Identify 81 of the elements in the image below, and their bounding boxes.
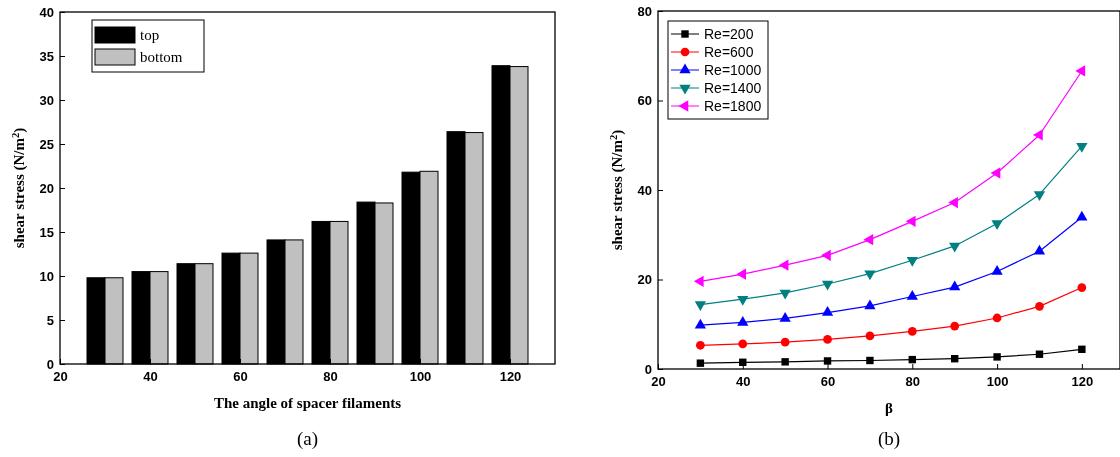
y-tick-label: 0 (644, 361, 652, 377)
point (991, 220, 1003, 231)
point (1033, 191, 1046, 201)
text: (a) (296, 428, 319, 450)
point (949, 242, 961, 253)
point (1078, 345, 1086, 354)
point (736, 268, 747, 280)
point (821, 280, 834, 291)
x-tick-label: 40 (736, 374, 751, 390)
point (990, 167, 1001, 179)
x-tick-label: 120 (1071, 374, 1094, 390)
point (863, 234, 874, 246)
point (780, 337, 790, 347)
point (993, 353, 1001, 361)
point (905, 215, 916, 227)
y-tick-label: 40 (637, 182, 652, 198)
point (864, 270, 876, 281)
legend-label: Re=1800 (704, 98, 762, 114)
legend-label: bottom (140, 49, 183, 65)
point (1035, 301, 1044, 311)
x-tick-label: 60 (820, 374, 836, 390)
point (778, 259, 789, 271)
text: (b) (877, 428, 901, 450)
x-axis-title: β (885, 400, 894, 416)
point (696, 359, 705, 367)
point (779, 311, 791, 322)
point (738, 339, 748, 349)
point (1033, 244, 1046, 255)
point (693, 275, 704, 287)
point (906, 257, 918, 267)
point (864, 299, 876, 310)
point (992, 313, 1002, 323)
y-tick-label: 40 (39, 4, 54, 20)
x-tick-label: 100 (986, 374, 1009, 390)
y-tick-label: 60 (637, 93, 652, 109)
point (907, 327, 917, 336)
y-tick-label: 15 (39, 224, 54, 240)
point (821, 306, 834, 316)
legend-label: Re=200 (704, 26, 754, 42)
x-tick-label: 60 (233, 369, 248, 385)
point (821, 249, 831, 261)
point (1032, 129, 1043, 141)
legend-label: Re=600 (704, 44, 754, 60)
y-tick-label: 25 (39, 136, 54, 152)
x-tick-label: 100 (409, 369, 432, 385)
point (823, 335, 832, 344)
y-tick-label: 10 (39, 268, 54, 284)
point (696, 340, 705, 350)
y-tick-label: 80 (637, 3, 652, 19)
x-axis-title: The angle of spacer filaments (213, 395, 402, 411)
legend-label: Re=1400 (704, 80, 762, 96)
point (866, 356, 874, 365)
point (948, 196, 958, 209)
point (779, 289, 791, 300)
point (1077, 283, 1087, 292)
y-tick-label: 35 (39, 48, 54, 64)
x-tick-label: 20 (651, 374, 666, 390)
y-tick-label: 20 (637, 272, 652, 288)
point (991, 264, 1003, 275)
point (737, 315, 749, 326)
point (1075, 65, 1086, 77)
x-tick-label: 80 (323, 369, 338, 385)
y-tick-label: 0 (46, 356, 54, 372)
point (950, 321, 960, 331)
y-tick-label: 5 (46, 312, 54, 328)
y-tick-label: 20 (39, 180, 54, 196)
point (781, 358, 789, 366)
point (865, 331, 875, 341)
point (737, 295, 749, 306)
legend-label: top (140, 27, 160, 43)
x-tick-label: 40 (143, 369, 158, 385)
x-tick-label: 80 (905, 374, 921, 390)
point (823, 357, 832, 365)
point (1076, 210, 1088, 221)
y-tick-label: 30 (39, 92, 54, 108)
point (949, 280, 961, 291)
point (906, 290, 918, 300)
legend-label: Re=1000 (704, 62, 762, 78)
x-tick-label: 120 (499, 369, 522, 385)
point (694, 318, 707, 329)
point (1076, 142, 1088, 153)
